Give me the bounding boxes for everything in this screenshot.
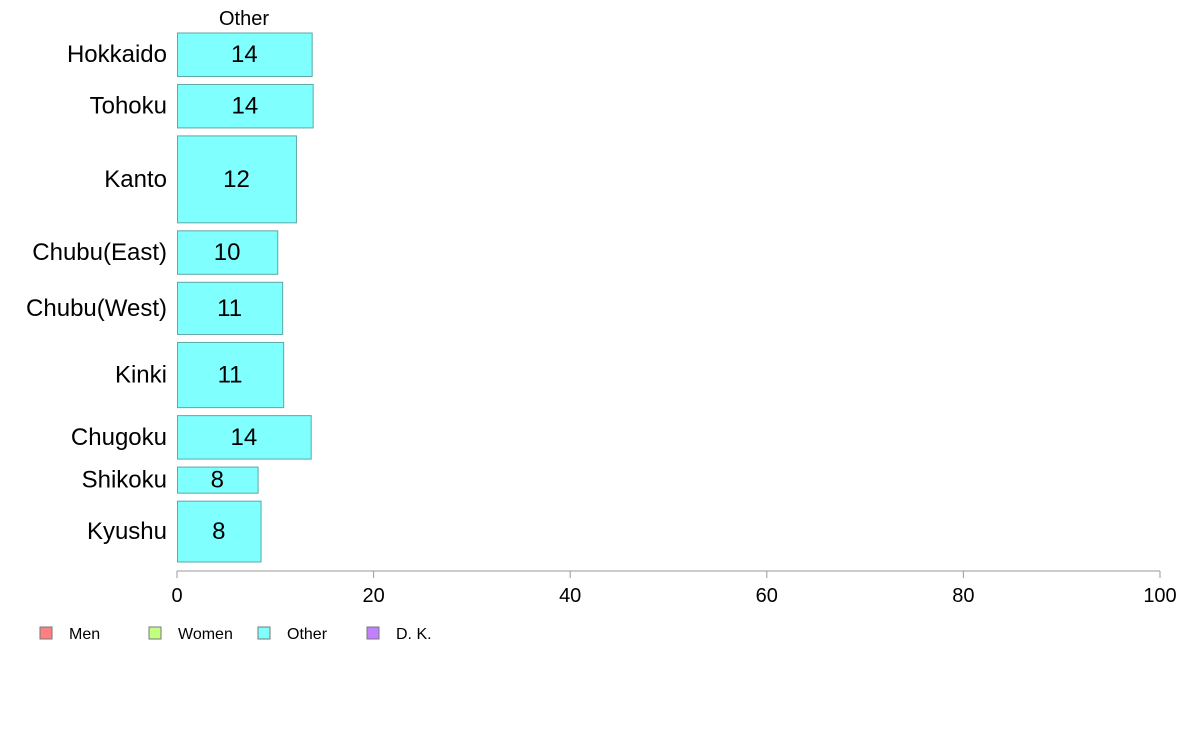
bar-value-label: 11 xyxy=(217,295,242,322)
bar-value-label: 12 xyxy=(223,166,250,193)
category-label: Chugoku xyxy=(71,424,167,451)
category-label: Kanto xyxy=(104,166,167,193)
x-axis: 0 20 40 60 80 100 xyxy=(171,570,1177,607)
legend-swatch xyxy=(39,626,53,640)
bar-kinki xyxy=(177,341,285,409)
bar-value-label: 8 xyxy=(211,467,224,494)
legend-label: D. K. xyxy=(396,626,432,643)
bar-chubu-west xyxy=(177,281,284,335)
column-title: Other xyxy=(219,8,269,30)
x-tick-label: 60 xyxy=(756,585,778,607)
legend-swatch xyxy=(148,626,162,640)
bar-value-label: 14 xyxy=(231,41,258,68)
legend-swatch xyxy=(257,626,271,640)
x-tick-label: 80 xyxy=(952,585,974,607)
bar-value-label: 10 xyxy=(214,239,241,266)
bar-shikoku xyxy=(177,466,259,494)
legend-label: Women xyxy=(178,626,233,643)
x-tick-label: 100 xyxy=(1143,585,1176,607)
bar-value-label: 14 xyxy=(230,424,257,451)
bar-value-label: 14 xyxy=(231,93,258,120)
category-label: Chubu(West) xyxy=(26,295,167,322)
bar-chugoku xyxy=(177,415,312,460)
bar-value-label: 8 xyxy=(212,518,225,545)
legend-swatch xyxy=(366,626,380,640)
legend-label: Men xyxy=(69,626,100,643)
category-label: Hokkaido xyxy=(67,41,167,68)
x-tick-label: 40 xyxy=(559,585,581,607)
bar-value-label: 11 xyxy=(218,362,243,389)
x-tick-label: 20 xyxy=(362,585,384,607)
category-label: Kyushu xyxy=(87,518,167,545)
legend: Men Women Other D. K. xyxy=(39,626,432,643)
bar-chubu-east xyxy=(177,230,279,275)
category-label: Shikoku xyxy=(82,467,167,494)
category-label: Kinki xyxy=(115,362,167,389)
bar-tohoku xyxy=(177,83,314,129)
x-tick-label: 0 xyxy=(171,585,182,607)
bars-group: Hokkaido 14 Tohoku 14 Kanto 12 Chubu(East) 10 Ch… xyxy=(26,32,314,563)
bar-hokkaido xyxy=(177,32,313,77)
legend-label: Other xyxy=(287,626,328,643)
bar-kyushu xyxy=(177,500,262,563)
bar-kanto xyxy=(177,135,297,224)
category-label: Tohoku xyxy=(90,93,167,120)
category-label: Chubu(East) xyxy=(32,239,167,266)
